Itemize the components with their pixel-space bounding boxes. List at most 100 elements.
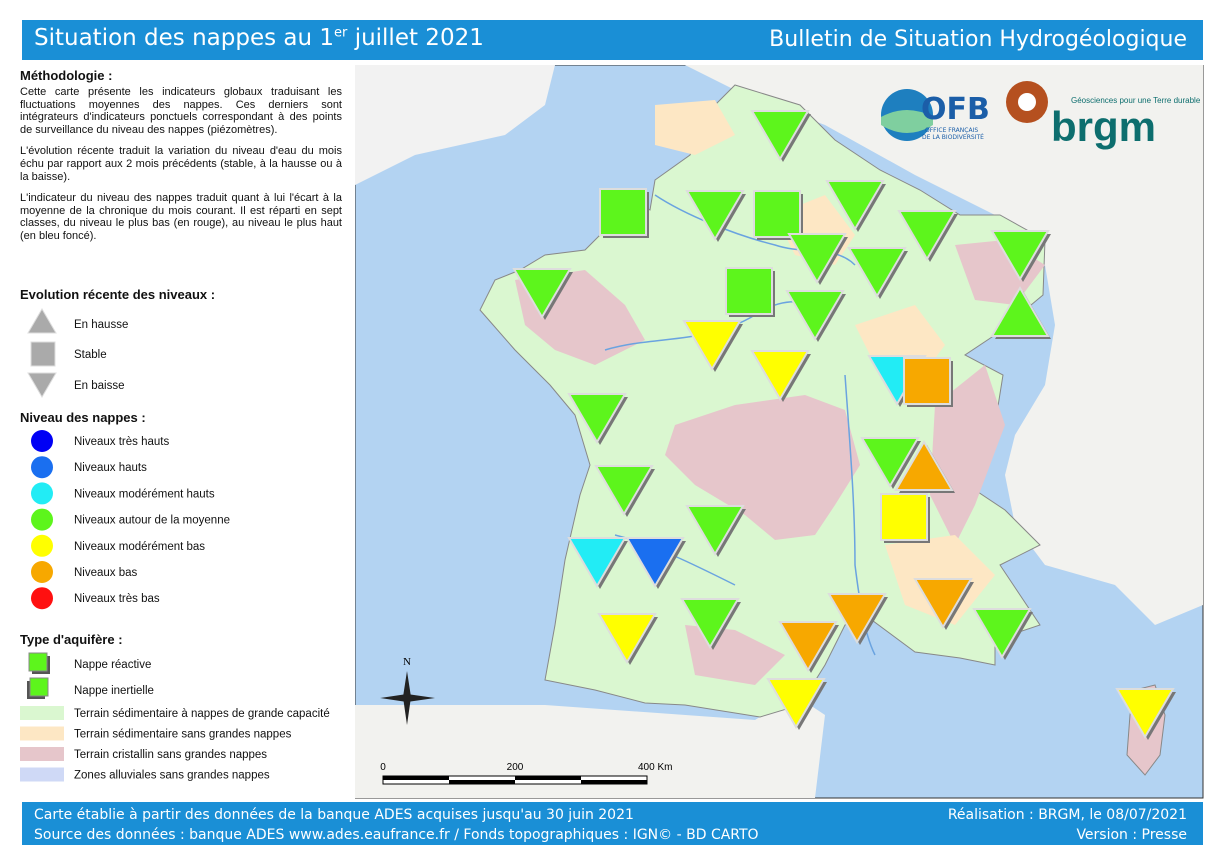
station-marker (725, 267, 773, 315)
ofb-logo: OFB (921, 92, 990, 127)
legend-label: Niveaux autour de la moyenne (74, 515, 230, 527)
level-swatch (31, 482, 53, 505)
level-swatch (31, 508, 53, 531)
legend-title: Type d'aquifère : (20, 632, 123, 647)
station-marker (512, 268, 572, 319)
station-marker (750, 110, 810, 161)
level-swatch (31, 561, 53, 583)
paragraph: L'évolution récente traduit la variation… (20, 145, 342, 183)
legend-label: En hausse (74, 319, 128, 331)
level-legend: Niveaux très hauts Niveaux hauts Niveaux m… (31, 430, 230, 610)
title: Situation des nappes au 1er juillet 2021 (34, 25, 484, 51)
sediment-patch (655, 100, 735, 155)
symbol-inertial (29, 677, 49, 697)
legend-label: Terrain sédimentaire à nappes de grande … (74, 708, 330, 720)
level-swatch (31, 587, 53, 610)
terrain-legend: Terrain sédimentaire à nappes de grande … (20, 706, 330, 782)
station-marker (778, 621, 838, 672)
legend-label: Niveaux modérément bas (74, 541, 205, 553)
station-marker (594, 465, 654, 516)
brgm-logo: brgm (1051, 103, 1156, 150)
scale-bar (515, 776, 581, 780)
station-marker (787, 233, 847, 284)
legend: Evolution récente des niveaux : En hauss… (20, 287, 330, 782)
scale-bar (449, 780, 515, 784)
ofb-sub: OFFICE FRANÇAIS (925, 127, 978, 134)
footer-line: Carte établie à partir des données de la… (34, 807, 634, 823)
station-marker (1115, 688, 1175, 739)
subtitle: Bulletin de Situation Hydrogéologique (769, 27, 1187, 52)
spain (355, 695, 825, 798)
legend-label: Stable (74, 349, 107, 361)
footer-left: Carte établie à partir des données de la… (34, 805, 759, 845)
brgm-logo-inner (1018, 93, 1036, 111)
title-sup: er (334, 25, 348, 41)
uk (355, 65, 555, 185)
station-marker (750, 350, 810, 401)
level-swatch (31, 534, 53, 557)
terrain-swatch (20, 726, 64, 741)
station-marker (880, 493, 928, 541)
paragraph: L'indicateur du niveau des nappes tradui… (20, 192, 342, 242)
legend-label: Niveaux hauts (74, 462, 147, 474)
station-marker (860, 437, 920, 488)
station-marker (847, 247, 907, 298)
symbol-down (27, 372, 57, 398)
station-marker (990, 286, 1050, 337)
legend-label: Terrain sédimentaire sans grandes nappes (74, 729, 292, 741)
station-marker (567, 537, 627, 588)
footer-bar: Carte établie à partir des données de la… (22, 802, 1203, 845)
legend-label: Niveaux bas (74, 567, 138, 579)
station-markers (512, 110, 1176, 740)
ofb-logo-wave (881, 110, 933, 133)
footer-line: Réalisation : BRGM, le 08/07/2021 (947, 807, 1187, 823)
legend-label: En baisse (74, 380, 125, 392)
legend-label: Terrain cristallin sans grandes nappes (74, 749, 267, 761)
legend-label: Niveaux modérément hauts (74, 488, 215, 500)
legend-label: Niveaux très hauts (74, 436, 169, 448)
compass (380, 694, 435, 702)
station-marker (766, 678, 826, 729)
footer-right: Réalisation : BRGM, le 08/07/2021 Version… (948, 805, 1187, 845)
station-marker (567, 393, 627, 444)
station-marker (625, 537, 685, 588)
ofb-sub: DE LA BIODIVERSITÉ (922, 133, 984, 141)
section-title: Méthodologie : (20, 68, 113, 83)
paragraph: Cette carte présente les indicateurs glo… (20, 86, 342, 136)
station-marker (894, 440, 954, 491)
station-marker (753, 190, 801, 238)
station-marker (913, 578, 973, 629)
terrain-swatch (20, 747, 64, 761)
station-marker (685, 505, 745, 556)
scale-bar (581, 780, 647, 784)
neighbours-east (685, 65, 1203, 625)
brgm-tag: Géosciences pour une Terre durable (1071, 96, 1201, 105)
symbol-up (27, 308, 57, 334)
footer-line: Source des données : banque ADES www.ade… (34, 827, 759, 843)
symbol-stable (30, 341, 56, 367)
legend-label: Nappe inertielle (74, 685, 154, 697)
station-marker (972, 608, 1032, 659)
level-swatch (31, 430, 53, 452)
station-marker (599, 188, 647, 236)
methodology: Méthodologie : Cette carte présente les … (20, 68, 342, 252)
station-marker (903, 357, 951, 405)
station-marker (685, 190, 745, 241)
station-marker (897, 210, 957, 261)
station-marker (825, 180, 885, 231)
station-marker (682, 320, 742, 371)
legend-label: Niveaux très bas (74, 593, 160, 605)
massif-central (665, 395, 860, 540)
station-marker (785, 290, 845, 341)
scale-label: 400 Km (638, 762, 672, 773)
legend-title: Evolution récente des niveaux : (20, 287, 215, 302)
legend-label: Zones alluviales sans grandes nappes (74, 770, 270, 782)
compass-label: N (403, 656, 411, 668)
title-end: juillet 2021 (354, 25, 484, 51)
legend-label: Nappe réactive (74, 659, 151, 671)
terrain-swatch (20, 706, 64, 720)
level-swatch (31, 456, 53, 479)
title-main: Situation des nappes au 1 (34, 25, 335, 51)
scale-bar (383, 776, 449, 780)
